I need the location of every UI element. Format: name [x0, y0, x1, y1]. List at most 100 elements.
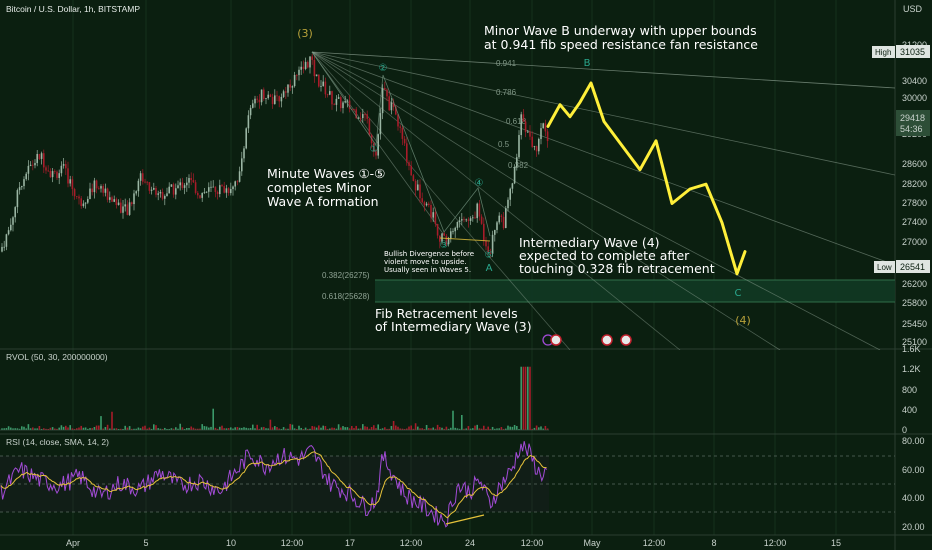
rvol-bar — [452, 410, 454, 430]
candle-body — [326, 94, 329, 96]
candle-body — [197, 192, 199, 196]
candle-body — [507, 199, 509, 209]
rvol-bar — [467, 426, 470, 430]
candle-body — [212, 186, 214, 188]
candle-body — [91, 188, 93, 193]
candle-body — [379, 113, 382, 135]
rsi-line[interactable] — [0, 441, 547, 528]
event-icon-4[interactable] — [620, 334, 632, 346]
candle-body — [428, 203, 430, 206]
candle-body — [432, 212, 434, 218]
candle-body — [73, 189, 76, 197]
rvol-bar — [254, 428, 256, 430]
rvol-bar — [538, 427, 540, 430]
rvol-bar — [16, 428, 19, 430]
rvol-bar — [43, 428, 45, 430]
candle-body — [186, 182, 188, 186]
rvol-bar — [469, 428, 472, 430]
candle-body — [472, 217, 474, 219]
candle-body — [274, 95, 276, 104]
candle-body — [236, 181, 239, 183]
rvol-bar — [542, 428, 544, 430]
rvol-bar — [227, 428, 230, 430]
wave-b-c-projection[interactable] — [546, 81, 747, 276]
last-price-value: 29418 — [900, 113, 925, 123]
candle-body — [335, 98, 338, 105]
rvol-bar — [392, 420, 395, 430]
candle-body — [122, 206, 124, 213]
rvol-bar — [450, 427, 452, 430]
price-tick-label: 27000 — [902, 237, 927, 247]
rvol-bar — [10, 427, 12, 430]
rvol-bar — [225, 428, 228, 430]
time-tick-label: 12:00 — [281, 538, 304, 548]
rvol-bar — [390, 426, 393, 430]
rvol-bars[interactable] — [1, 366, 549, 430]
rvol-bar — [465, 428, 467, 430]
candle-body — [263, 89, 265, 99]
rvol-bar — [14, 428, 16, 430]
event-icon-3[interactable] — [601, 334, 613, 346]
rvol-bar — [307, 428, 309, 430]
rvol-bar — [45, 428, 47, 430]
rvol-bar — [208, 427, 210, 430]
rvol-bar — [414, 423, 417, 430]
rvol-bar — [102, 428, 104, 430]
candle-body — [131, 202, 133, 205]
candle-body — [366, 114, 368, 119]
fib-speed-fan[interactable]: 0.941 0.786 0.618 0.5 0.382 — [311, 51, 895, 350]
price-tick-label: 25100 — [902, 337, 927, 347]
candle-body — [27, 165, 30, 174]
candle-body — [419, 184, 421, 199]
rvol-bar — [183, 428, 186, 430]
rvol-bar — [529, 366, 531, 430]
candle-body — [324, 81, 327, 95]
rvol-bar — [505, 428, 507, 430]
rvol-bar — [247, 428, 250, 430]
wave-label-intermediate-4: (4) — [735, 314, 751, 327]
candle-body — [346, 100, 349, 102]
rsi-ma-line[interactable] — [0, 451, 547, 519]
rvol-bar — [161, 428, 164, 430]
candle-body — [133, 193, 135, 205]
price-tick-label: 27800 — [902, 198, 927, 208]
event-icon-2[interactable] — [550, 334, 562, 346]
candle-body — [111, 197, 113, 202]
candle-body — [18, 187, 21, 191]
rvol-bar — [146, 428, 148, 430]
candle-body — [80, 198, 82, 207]
rvol-bar — [170, 428, 173, 430]
rvol-bar — [51, 427, 54, 430]
candlestick-series[interactable] — [1, 53, 549, 259]
wave-label-minor-c: C — [735, 288, 742, 299]
rvol-bar — [135, 428, 137, 430]
candle-body — [452, 231, 454, 233]
rvol-bar — [366, 426, 368, 430]
candle-body — [291, 86, 294, 88]
candle-body — [392, 102, 395, 108]
candle-body — [304, 61, 307, 69]
rvol-bar — [100, 416, 102, 430]
rvol-bar — [441, 427, 443, 430]
rvol-bar — [212, 408, 214, 430]
event-icons[interactable] — [542, 334, 632, 346]
candle-body — [25, 173, 27, 180]
low-label: Low — [877, 263, 892, 272]
rvol-bar — [56, 428, 58, 430]
annotation-wave-b: Minor Wave B underway with upper bounds … — [484, 23, 758, 52]
fib-retracement-zone[interactable]: 0.382(26275) 0.618(25628) — [322, 271, 895, 303]
candle-body — [410, 165, 412, 176]
candle-body — [172, 184, 175, 195]
rsi-axis-ticks: 80.00 60.00 40.00 20.00 — [902, 436, 925, 532]
wave-label-minor-b: B — [584, 58, 591, 69]
rvol-bar — [447, 428, 450, 430]
rvol-bar — [408, 426, 410, 430]
candle-body — [32, 164, 34, 166]
rvol-bar — [395, 425, 397, 430]
rvol-bar — [142, 426, 144, 430]
candle-body — [542, 123, 544, 129]
candle-body — [386, 89, 388, 97]
rvol-bar — [278, 428, 280, 430]
rvol-bar — [58, 427, 60, 430]
